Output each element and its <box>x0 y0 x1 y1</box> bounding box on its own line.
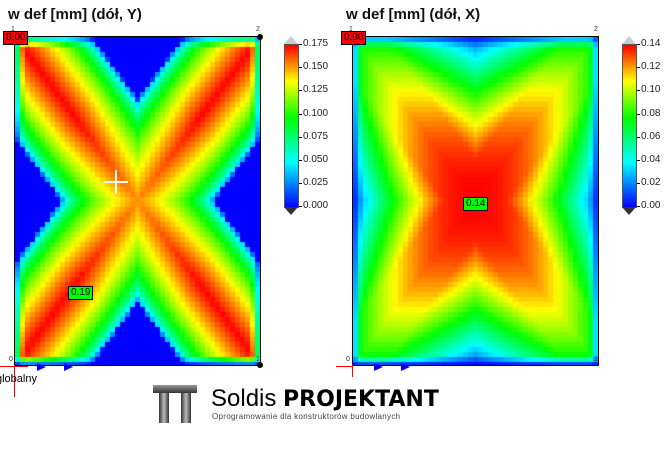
axis-arrow-icon <box>64 363 73 371</box>
global-axis-x <box>0 366 28 367</box>
colorbar-min-arrow-icon <box>622 207 636 215</box>
logo-name: Soldis <box>211 385 284 412</box>
colorbar-max-arrow-icon <box>284 36 298 44</box>
logo-icon <box>153 385 197 423</box>
global-axis-y <box>14 365 15 397</box>
colorbar-tick-label: 0.100 <box>298 107 329 119</box>
colorbar-tick-label: 0.025 <box>298 177 329 189</box>
soldis-logo: Soldis PROJEKTANT Oprogramowanie dla kon… <box>153 385 453 425</box>
plate-outline <box>14 36 261 366</box>
node-label: 1 <box>349 26 353 33</box>
colorbar-tick-label: 0.175 <box>298 38 329 49</box>
max-value-label: 0.14 <box>463 197 489 211</box>
axis-arrow-icon <box>37 363 46 371</box>
global-axis-x <box>336 366 352 367</box>
colorbar-min-arrow-icon <box>284 207 298 215</box>
logo-tagline: Oprogramowanie dla konstruktorów budowla… <box>212 412 401 421</box>
logo-name-bold: PROJEKTANT <box>283 387 439 412</box>
colorbar-tick-label: 0.075 <box>298 130 329 142</box>
colorbar-tick-label: 0.125 <box>298 84 329 96</box>
crosshair-cursor <box>104 170 128 194</box>
max-value-label: 0.19 <box>68 286 94 300</box>
colorbar-tick-label: 0.050 <box>298 154 329 165</box>
colorbar-max-arrow-icon <box>622 36 636 44</box>
colorbar-tick-label: 0.08 <box>636 107 661 119</box>
node-label: 0 <box>9 356 13 363</box>
plate-outline <box>352 36 599 366</box>
colorbar-x <box>622 44 637 208</box>
deflection-map-y[interactable] <box>15 37 260 365</box>
plot-title-x: w def [mm] (dół, X) <box>346 6 481 23</box>
plot-title-y: w def [mm] (dół, Y) <box>8 6 142 23</box>
axis-label: globalny <box>0 373 37 385</box>
global-axis-y <box>352 365 353 377</box>
node-label: 0 <box>346 356 350 363</box>
node-point <box>257 34 263 40</box>
axis-arrow-icon <box>374 363 383 371</box>
colorbar-tick-label: 0.06 <box>636 130 661 142</box>
min-value-label: 0.00 <box>341 31 367 45</box>
colorbar-tick-label: 0.04 <box>636 154 661 165</box>
node-point <box>257 362 263 368</box>
colorbar-tick-label: 0.00 <box>636 200 661 212</box>
node-label: 2 <box>594 26 598 33</box>
node-label: 2 <box>256 26 260 33</box>
colorbar-tick-label: 0.10 <box>636 84 661 96</box>
colorbar-tick-label: 0.02 <box>636 177 661 189</box>
node-label: 1 <box>594 356 598 363</box>
axis-arrow-icon <box>401 363 410 371</box>
colorbar-tick-label: 0.12 <box>636 61 661 73</box>
node-label: 1 <box>11 26 15 33</box>
min-value-label: 0.00 <box>3 31 29 45</box>
colorbar-tick-label: 0.000 <box>298 200 329 212</box>
colorbar-y <box>284 44 299 208</box>
colorbar-tick-label: 0.150 <box>298 61 329 73</box>
node-label: 1 <box>256 356 260 363</box>
colorbar-tick-label: 0.14 <box>636 38 661 49</box>
